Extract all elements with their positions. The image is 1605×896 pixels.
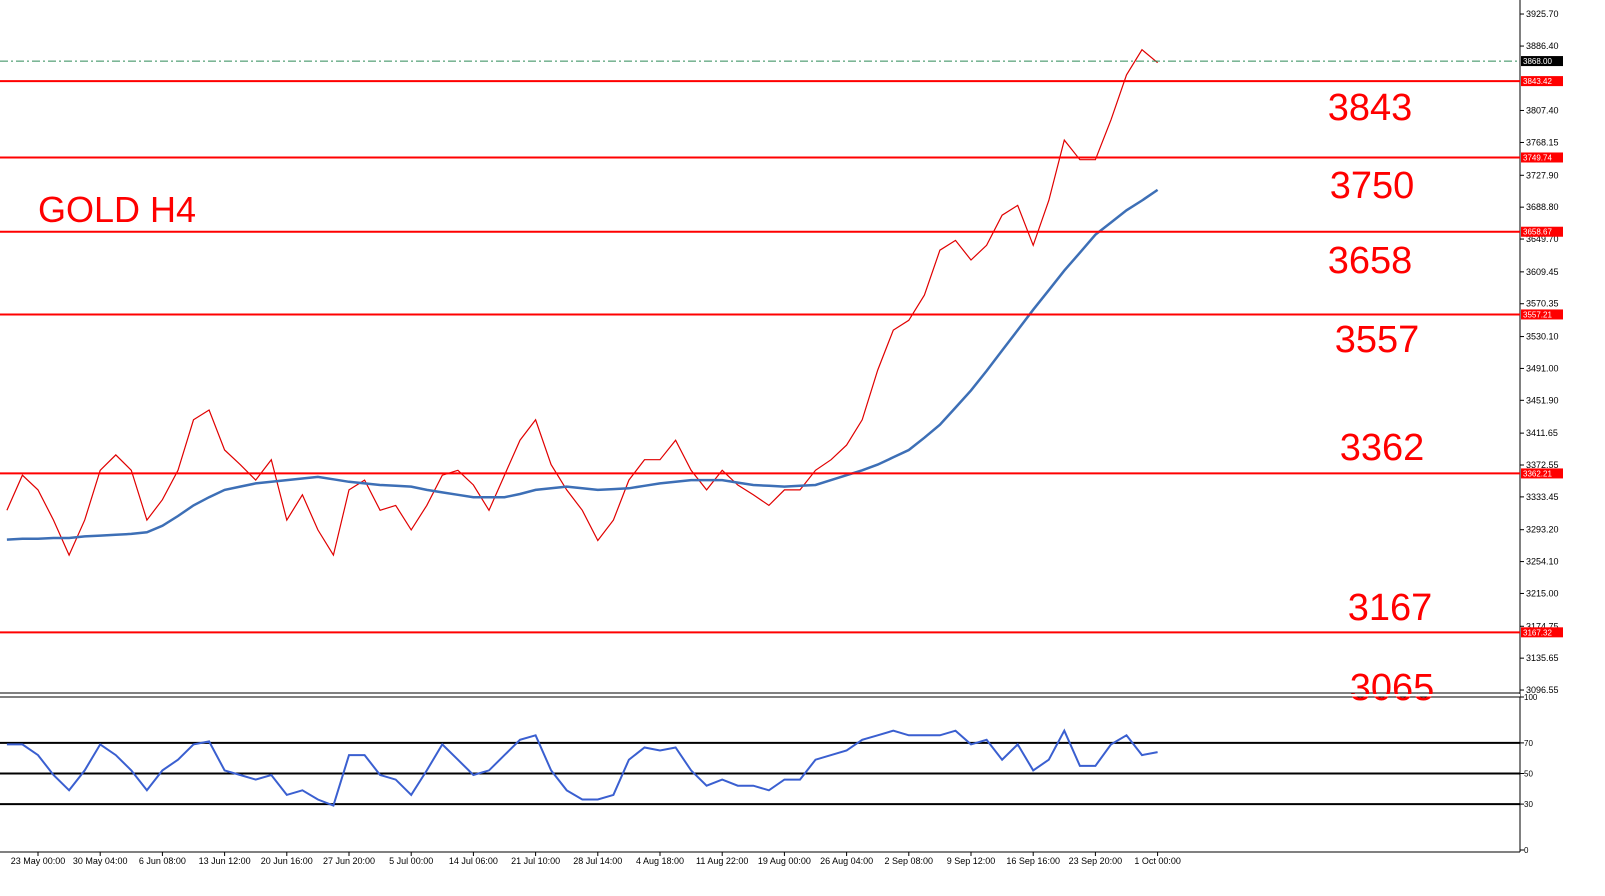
level-annotation: 3167 — [1348, 587, 1433, 629]
x-tick-label: 11 Aug 22:00 — [696, 856, 748, 866]
x-tick-label: 19 Aug 00:00 — [758, 856, 811, 866]
level-box — [1521, 468, 1563, 479]
rsi-tick-label: 100 — [1524, 693, 1538, 702]
y-tick-label: 3491.00 — [1526, 363, 1559, 373]
level-label: 3362.21 — [1523, 469, 1552, 478]
rsi-tick-label: 30 — [1524, 800, 1533, 809]
x-tick-label: 16 Sep 16:00 — [1006, 856, 1060, 866]
y-tick-label: 3411.65 — [1526, 428, 1558, 438]
y-tick-label: 3609.45 — [1526, 267, 1559, 277]
x-tick-label: 2 Sep 08:00 — [885, 856, 934, 866]
y-tick-label: 3372.55 — [1526, 460, 1559, 470]
x-tick-label: 26 Aug 04:00 — [820, 856, 873, 866]
x-tick-label: 23 Sep 20:00 — [1069, 856, 1123, 866]
y-tick-label: 3135.65 — [1526, 653, 1559, 663]
x-tick-label: 30 May 04:00 — [73, 856, 128, 866]
level-annotation: 3557 — [1335, 319, 1420, 361]
level-label: 3658.67 — [1523, 228, 1552, 237]
x-tick-label: 20 Jun 16:00 — [261, 856, 313, 866]
x-tick-label: 6 Jun 08:00 — [139, 856, 186, 866]
x-tick-label: 28 Jul 14:00 — [573, 856, 622, 866]
level-annotation: 3362 — [1340, 427, 1425, 469]
level-label: 3749.74 — [1523, 153, 1552, 162]
y-tick-label: 3293.20 — [1526, 525, 1559, 535]
y-tick-label: 3096.55 — [1526, 685, 1559, 695]
current-price-box — [1521, 56, 1563, 67]
y-tick-label: 3254.10 — [1526, 557, 1559, 567]
rsi-tick-label: 0 — [1524, 846, 1529, 855]
y-tick-label: 3174.75 — [1526, 621, 1559, 631]
level-annotation: 3658 — [1328, 240, 1413, 282]
x-tick-label: 4 Aug 18:00 — [636, 856, 684, 866]
y-tick-label: 3649.70 — [1526, 234, 1559, 244]
rsi-line — [6, 728, 1158, 807]
moving-average — [6, 188, 1159, 541]
x-tick-label: 1 Oct 00:00 — [1134, 856, 1181, 866]
level-box — [1521, 226, 1563, 237]
level-annotation: 3065 — [1350, 667, 1435, 709]
level-label: 3167.32 — [1523, 628, 1552, 637]
x-tick-label: 9 Sep 12:00 — [947, 856, 996, 866]
y-tick-label: 3925.70 — [1526, 9, 1559, 19]
y-tick-label: 3215.00 — [1526, 588, 1559, 598]
level-box — [1521, 309, 1563, 320]
x-tick-label: 27 Jun 20:00 — [323, 856, 375, 866]
level-annotation: 3750 — [1330, 165, 1415, 207]
y-tick-label: 3530.10 — [1526, 332, 1559, 342]
level-box — [1521, 152, 1563, 163]
y-tick-label: 3727.90 — [1526, 170, 1559, 180]
y-tick-label: 3688.80 — [1526, 202, 1559, 212]
level-box — [1521, 76, 1563, 87]
y-tick-label: 3333.45 — [1526, 492, 1559, 502]
y-tick-label: 3570.35 — [1526, 299, 1559, 309]
level-annotation: 3843 — [1328, 87, 1413, 129]
y-tick-label: 3451.90 — [1526, 395, 1559, 405]
rsi-tick-label: 50 — [1524, 770, 1533, 779]
x-tick-label: 14 Jul 06:00 — [449, 856, 498, 866]
level-label: 3557.21 — [1523, 310, 1552, 319]
y-tick-label: 3886.40 — [1526, 41, 1559, 51]
panel-gap — [0, 694, 1520, 697]
level-box — [1521, 627, 1563, 638]
rsi-tick-label: 70 — [1524, 739, 1533, 748]
price-line — [6, 48, 1158, 557]
current-price-label: 3868.00 — [1523, 57, 1552, 66]
x-tick-label: 13 Jun 12:00 — [199, 856, 251, 866]
x-tick-label: 21 Jul 10:00 — [511, 856, 560, 866]
y-tick-label: 3768.15 — [1526, 137, 1559, 147]
chart-title: GOLD H4 — [38, 189, 196, 230]
x-tick-label: 5 Jul 00:00 — [389, 856, 433, 866]
level-label: 3843.42 — [1523, 77, 1552, 86]
y-tick-label: 3807.40 — [1526, 105, 1559, 115]
x-tick-label: 23 May 00:00 — [11, 856, 66, 866]
